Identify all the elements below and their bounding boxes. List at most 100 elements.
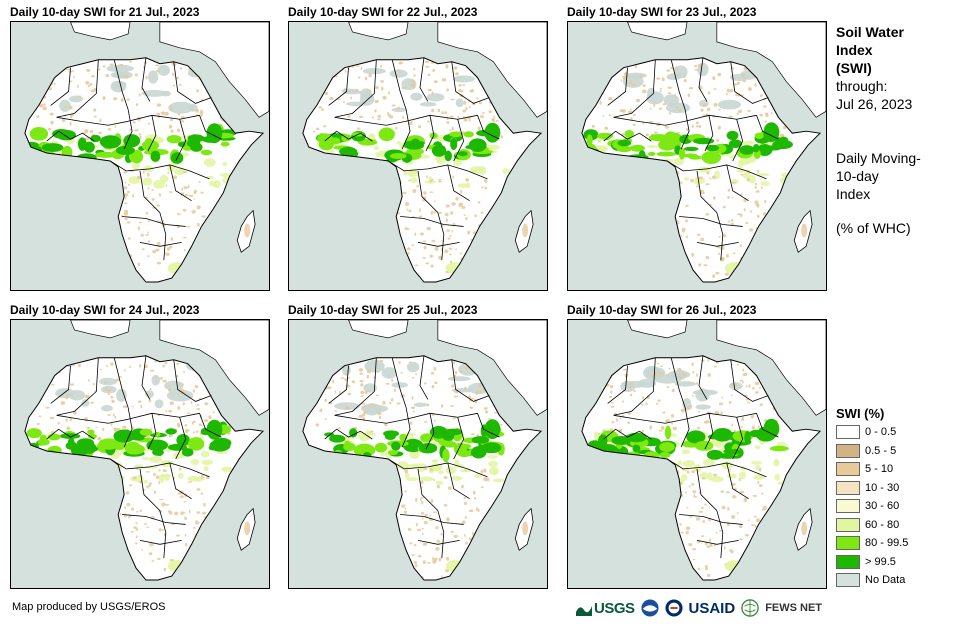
swi-patch (135, 535, 138, 539)
swi-patch (718, 529, 723, 532)
swi-patch (140, 404, 143, 409)
swi-patch (427, 73, 431, 77)
swi-patch (692, 370, 695, 374)
swi-patch (380, 86, 384, 91)
swi-patch (603, 153, 609, 163)
swi-patch (429, 191, 434, 194)
swi-patch (706, 107, 711, 112)
swi-patch (318, 139, 334, 151)
swi-patch (432, 556, 435, 561)
swi-patch (462, 84, 466, 86)
swi-patch (458, 203, 462, 207)
desc-line-1: Daily Moving- (836, 150, 921, 166)
swi-patch (610, 162, 615, 171)
swi-patch (729, 468, 731, 472)
swi-patch (445, 560, 466, 573)
swi-patch (658, 177, 669, 185)
swi-patch (423, 520, 428, 525)
swi-patch (57, 421, 60, 425)
swi-patch (201, 550, 205, 554)
swi-patch (115, 378, 120, 382)
swi-patch (385, 382, 390, 385)
country-border (56, 59, 99, 118)
swi-patch (457, 89, 462, 93)
swi-patch (596, 375, 599, 379)
swi-patch (680, 531, 684, 534)
swi-patch (138, 573, 141, 577)
swi-patch (319, 409, 322, 413)
swi-patch (116, 388, 127, 402)
swi-patch (146, 485, 149, 489)
swi-patch (503, 413, 506, 416)
panel-title: Daily 10-day SWI for 26 Jul., 2023 (567, 303, 757, 317)
swi-patch (707, 373, 712, 377)
swi-patch (619, 109, 624, 113)
swi-patch (678, 147, 686, 160)
swi-patch (717, 99, 741, 110)
country-border (732, 119, 744, 162)
swi-patch (366, 369, 372, 374)
swi-patch (344, 378, 348, 382)
swi-patch (188, 194, 194, 198)
swi-patch (163, 567, 167, 572)
swi-patch (91, 74, 95, 78)
swi-patch (666, 419, 671, 423)
swi-patch (610, 449, 617, 461)
swi-patch (88, 462, 95, 467)
swi-patch (168, 191, 173, 193)
swi-patch (202, 511, 207, 515)
swi-patch (199, 65, 202, 68)
swi-patch (67, 437, 75, 447)
swi-patch (157, 557, 161, 561)
swi-patch (37, 438, 50, 446)
swi-patch (667, 92, 672, 95)
swi-patch (441, 78, 447, 82)
swi-patch (697, 166, 711, 173)
swi-patch (129, 365, 132, 368)
country-border (175, 119, 187, 162)
swi-patch (676, 490, 680, 494)
swi-patch (356, 480, 367, 486)
swi-patch (149, 456, 163, 464)
swi-patch (193, 190, 197, 194)
swi-patch (145, 212, 149, 215)
swi-patch (450, 475, 463, 481)
swi-patch (412, 85, 416, 89)
africa-map (288, 319, 548, 589)
country-border (698, 355, 708, 400)
swi-patch (318, 468, 329, 478)
swi-patch (179, 388, 185, 393)
swi-patch (587, 154, 593, 160)
swi-patch (522, 223, 529, 238)
swi-patch (357, 76, 361, 79)
swi-patch (724, 560, 745, 573)
swi-patch (453, 395, 459, 398)
swi-patch (758, 547, 763, 552)
swi-patch (164, 252, 167, 255)
swi-patch (169, 106, 173, 111)
swi-patch (454, 370, 458, 375)
fews-text: FEWS NET (765, 602, 823, 614)
country-border (613, 59, 656, 118)
swi-patch (467, 230, 471, 235)
swi-patch (685, 491, 687, 494)
swi-patch (198, 180, 201, 183)
swi-patch (134, 542, 138, 545)
swi-patch (208, 445, 218, 451)
swi-patch (633, 113, 636, 116)
swi-patch (645, 133, 649, 137)
swi-patch (104, 381, 108, 384)
swi-patch (473, 559, 477, 564)
swi-patch (638, 150, 646, 162)
swi-patch (685, 128, 689, 131)
swi-patch (225, 377, 228, 382)
country-border (401, 109, 411, 150)
swi-patch (142, 170, 145, 174)
swi-patch (41, 69, 45, 72)
swi-patch (426, 175, 428, 179)
swi-patch (453, 66, 458, 70)
legend-label: 30 - 60 (865, 500, 900, 513)
swi-patch (403, 510, 408, 514)
swi-patch (747, 61, 752, 65)
swi-patch (49, 416, 55, 420)
